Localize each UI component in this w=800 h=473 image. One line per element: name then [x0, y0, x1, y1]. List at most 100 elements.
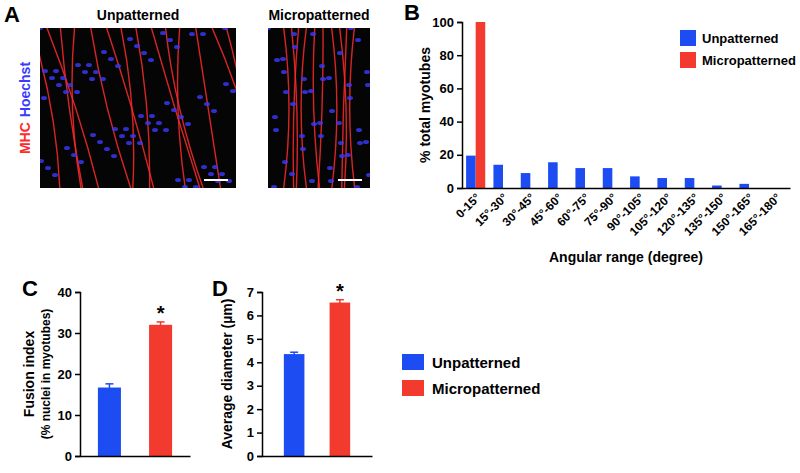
- image-texture: [126, 141, 132, 145]
- axis-line: [81, 456, 191, 458]
- axis-line: [463, 188, 791, 190]
- image-texture: [40, 159, 44, 163]
- image-texture: [150, 28, 201, 188]
- image-texture: [78, 160, 84, 164]
- tick: 0: [447, 181, 462, 196]
- tick: 10: [58, 408, 80, 423]
- axis-line: [263, 456, 373, 458]
- tick: 60: [440, 81, 462, 96]
- tick-label: 60: [440, 81, 454, 96]
- tick-mark: [457, 55, 462, 57]
- image-texture: [42, 69, 48, 73]
- micrograph: [40, 28, 236, 188]
- bar: [657, 178, 667, 188]
- error-bar: [105, 384, 113, 391]
- tick-mark: [75, 374, 80, 376]
- tick-mark: [257, 409, 262, 411]
- plot-area: [98, 322, 172, 456]
- tick-mark: [457, 22, 462, 24]
- legend: UnpatternedMicropatterned: [402, 354, 540, 397]
- image-texture: [75, 63, 81, 67]
- y-axis-title-line: Fusion index: [21, 331, 37, 418]
- image-texture: [280, 57, 286, 61]
- image-texture: [337, 51, 343, 55]
- image-texture: [363, 140, 369, 144]
- image-texture: [268, 28, 271, 30]
- y-axis-title: Fusion index(% nuclei in myotubes): [21, 309, 53, 440]
- image-texture: [347, 96, 353, 100]
- image-texture: [210, 28, 236, 188]
- image-texture: [310, 32, 316, 36]
- tick: 30: [58, 326, 80, 341]
- image-texture: [355, 38, 361, 42]
- tick-label: 7: [247, 285, 254, 300]
- bar: [630, 176, 640, 188]
- image-texture: [281, 70, 287, 74]
- image-texture: [293, 28, 299, 188]
- legend-swatch: [680, 30, 696, 46]
- legend-swatch: [680, 52, 696, 68]
- image-texture: [211, 109, 217, 113]
- bar: [98, 388, 121, 456]
- image-texture: [223, 82, 229, 86]
- legend-label: Unpatterned: [702, 31, 779, 46]
- image-texture: [326, 76, 332, 80]
- image-texture: [56, 83, 62, 87]
- bar: [149, 325, 172, 456]
- image-texture: [60, 76, 66, 80]
- bar: [548, 162, 558, 188]
- image-texture: [189, 32, 195, 36]
- image-texture: [178, 28, 186, 188]
- image-texture: [53, 69, 59, 73]
- bar: [712, 186, 722, 188]
- image-texture: [41, 96, 47, 100]
- image-texture: [100, 77, 106, 81]
- image-texture: [320, 77, 326, 81]
- image-texture: [186, 178, 192, 182]
- bar: [739, 184, 749, 188]
- tick-label: 2: [247, 402, 254, 417]
- axis-line: [257, 293, 263, 457]
- image-texture: [197, 95, 203, 99]
- image-texture: [365, 83, 370, 87]
- image-texture: [274, 58, 280, 62]
- image-texture: [354, 185, 360, 188]
- image-texture: [329, 109, 335, 113]
- image-texture: [112, 127, 118, 131]
- image-texture: [174, 45, 180, 49]
- image-texture: [74, 90, 80, 94]
- image-texture: [273, 128, 279, 132]
- image-texture: [45, 28, 100, 188]
- stain-name: MHC: [17, 122, 33, 154]
- image-texture: [156, 121, 162, 125]
- image-texture: [63, 90, 69, 94]
- tick: 7: [247, 285, 262, 300]
- tick-label: 165°-180°: [736, 191, 784, 239]
- tick: 4: [247, 355, 262, 370]
- image-texture: [301, 77, 307, 81]
- image-texture: [89, 77, 95, 81]
- tick-label: 5: [247, 332, 254, 347]
- panel-label: B: [404, 0, 420, 25]
- scale-bar: [204, 179, 228, 181]
- x-axis: [263, 456, 373, 458]
- tick: 20: [440, 147, 462, 162]
- image-texture: [134, 44, 140, 48]
- image-texture: [272, 115, 278, 119]
- tick-label: 1: [247, 425, 254, 440]
- image-texture: [299, 134, 305, 138]
- tick-label: 3: [247, 378, 254, 393]
- image-texture: [160, 31, 166, 35]
- image-texture: [201, 165, 207, 169]
- image-texture: [338, 141, 344, 145]
- image-texture: [152, 128, 158, 132]
- tick-label: 100: [432, 15, 454, 30]
- image-texture: [195, 28, 221, 188]
- tick-mark: [257, 385, 262, 387]
- y-axis-title: % total myotubes: [417, 47, 433, 163]
- y-axis: 01234567: [247, 285, 263, 464]
- image-texture: [230, 89, 236, 93]
- image-texture: [318, 28, 323, 188]
- image-texture: [104, 147, 110, 151]
- tick-mark: [257, 362, 262, 364]
